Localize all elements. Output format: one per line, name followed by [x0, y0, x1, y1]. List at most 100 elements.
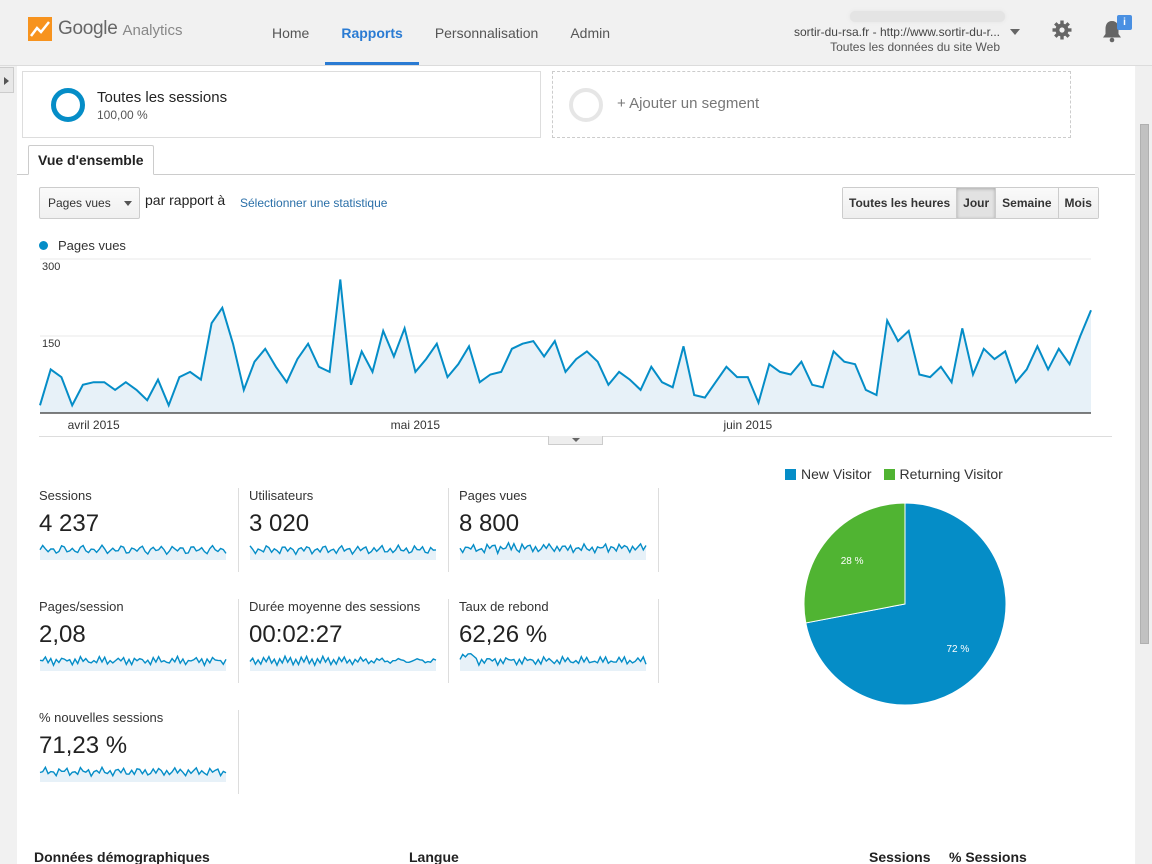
chart-legend-label: Pages vues: [58, 238, 126, 253]
info-badge[interactable]: i: [1117, 15, 1132, 30]
scorecard-pages-per-session[interactable]: Pages/session 2,08: [39, 599, 239, 683]
x-tick-label: avril 2015: [68, 418, 120, 432]
time-granularity-buttons: Toutes les heures Jour Semaine Mois: [842, 187, 1099, 219]
pie-swatch-returning: [883, 468, 895, 480]
x-tick-label: juin 2015: [722, 418, 772, 432]
chart-collapse-handle[interactable]: [548, 436, 603, 445]
sparkline-line: [249, 654, 437, 667]
y-tick-label: 300: [42, 261, 60, 273]
scorecard-value: 00:02:27: [249, 621, 343, 648]
scorecard-value: 3 020: [249, 510, 310, 537]
tab-overview[interactable]: Vue d'ensemble: [28, 145, 154, 175]
segment-ring-icon: [51, 88, 85, 122]
time-button-day[interactable]: Jour: [957, 188, 997, 218]
pie-slice-label: 28 %: [841, 556, 864, 567]
pct-sessions-column-header[interactable]: % Sessions: [949, 849, 1027, 864]
analytics-logo-icon: [28, 17, 52, 41]
scorecard-value: 2,08: [39, 621, 86, 648]
visitor-type-pie-chart[interactable]: 72 % 28 %: [797, 496, 1013, 712]
sparkline-line: [39, 654, 227, 668]
language-heading: Langue: [409, 849, 459, 864]
y-tick-label: 150: [42, 338, 60, 350]
sidebar-toggle[interactable]: [0, 67, 14, 93]
time-button-month[interactable]: Mois: [1058, 188, 1098, 218]
sparkline-line: [459, 541, 647, 556]
sessions-column-header[interactable]: Sessions: [869, 849, 931, 864]
logo-analytics-text: Analytics: [122, 21, 183, 39]
select-statistic-link[interactable]: Sélectionner une statistique: [240, 196, 388, 210]
sparkline-line: [39, 543, 227, 556]
pie-slice-new-visitor[interactable]: [805, 502, 1007, 706]
sparkline: [39, 543, 227, 560]
logo-google-text: Google: [58, 18, 118, 39]
scorecard-pageviews[interactable]: Pages vues 8 800: [459, 488, 659, 572]
time-button-hours[interactable]: Toutes les heures: [843, 188, 958, 218]
series-line-pageviews: [39, 279, 1092, 409]
pie-legend-label: New Visitor: [801, 466, 872, 482]
scorecard-new-sessions-pct[interactable]: % nouvelles sessions 71,23 %: [39, 710, 239, 794]
empty-segment-ring-icon: [569, 88, 603, 122]
nav-personnalisation[interactable]: Personnalisation: [434, 25, 539, 41]
sparkline-fill: [40, 656, 226, 671]
redacted-user-name: [850, 11, 1005, 22]
vertical-scrollbar[interactable]: [1136, 66, 1152, 864]
sparkline-fill: [40, 545, 226, 560]
top-bar: Google Analytics Home Rapports Personnal…: [0, 0, 1152, 66]
sparkline-fill: [250, 656, 436, 671]
account-selector[interactable]: sortir-du-rsa.fr - http://www.sortir-du-…: [787, 25, 1000, 55]
pie-legend: New Visitor Returning Visitor: [785, 466, 1015, 482]
sparkline-line: [459, 652, 647, 667]
scorecard-label: Sessions: [39, 488, 92, 503]
x-tick-label: mai 2015: [391, 418, 441, 432]
scorecard-sessions[interactable]: Sessions 4 237: [39, 488, 239, 572]
sparkline: [459, 541, 647, 560]
chevron-down-icon[interactable]: [1010, 29, 1020, 35]
account-view: Toutes les données du site Web: [830, 40, 1000, 54]
nav-rapports[interactable]: Rapports: [325, 0, 420, 66]
tab-bar-line: [17, 174, 1135, 175]
scorecard-label: Pages vues: [459, 488, 527, 503]
pie-slice-returning-visitor[interactable]: [803, 502, 906, 624]
scorecard-users[interactable]: Utilisateurs 3 020: [249, 488, 449, 572]
account-property: sortir-du-rsa.fr - http://www.sortir-du-…: [793, 25, 1000, 39]
scorecard-label: % nouvelles sessions: [39, 710, 164, 725]
compare-label: par rapport à: [145, 192, 226, 208]
pie-legend-returning-visitor[interactable]: Returning Visitor: [883, 466, 1003, 482]
demographics-heading: Données démographiques: [34, 849, 210, 864]
scorecard-avg-session-duration[interactable]: Durée moyenne des sessions 00:02:27: [249, 599, 449, 683]
legend-dot: [39, 241, 48, 250]
scorecard-value: 71,23 %: [39, 732, 128, 759]
gear-icon[interactable]: [1052, 20, 1072, 40]
scorecard-value: 62,26 %: [459, 621, 548, 648]
bell-icon[interactable]: [1101, 19, 1123, 43]
metric-dropdown[interactable]: Pages vues: [39, 187, 140, 219]
scorecard-label: Utilisateurs: [249, 488, 314, 503]
pageviews-line-chart[interactable]: 300 150 avril 2015 mai 2015 juin 2015: [17, 256, 1135, 436]
sparkline-line: [39, 765, 227, 778]
pie-legend-label: Returning Visitor: [899, 466, 1003, 482]
scrollbar-thumb[interactable]: [1140, 124, 1149, 644]
pie-slice-label: 72 %: [947, 644, 970, 655]
add-segment-label: + Ajouter un segment: [617, 95, 760, 112]
segment-all-sessions[interactable]: Toutes les sessions 100,00 %: [22, 71, 541, 138]
sparkline-line: [249, 543, 437, 556]
pie-swatch-new: [785, 468, 796, 480]
pie-legend-new-visitor[interactable]: New Visitor: [785, 466, 872, 482]
scorecard-label: Durée moyenne des sessions: [249, 599, 421, 614]
main-nav: Home Rapports Personnalisation Admin: [256, 0, 626, 66]
scorecard-label: Taux de rebond: [459, 599, 549, 614]
nav-admin[interactable]: Admin: [570, 25, 611, 41]
google-analytics-logo[interactable]: Google Analytics: [28, 17, 183, 41]
scorecard-bounce-rate[interactable]: Taux de rebond 62,26 %: [459, 599, 659, 683]
sparkline-fill: [250, 545, 436, 560]
time-button-week[interactable]: Semaine: [996, 188, 1059, 218]
sparkline: [39, 654, 227, 671]
scorecard-value: 8 800: [459, 510, 520, 537]
segment-title: Toutes les sessions: [97, 89, 228, 106]
add-segment-button[interactable]: + Ajouter un segment: [552, 71, 1071, 138]
chart-legend[interactable]: Pages vues: [39, 238, 126, 253]
sparkline: [39, 765, 227, 782]
scorecard-label: Pages/session: [39, 599, 124, 614]
report-panel: Toutes les sessions 100,00 % + Ajouter u…: [17, 66, 1135, 864]
nav-home[interactable]: Home: [272, 25, 310, 41]
